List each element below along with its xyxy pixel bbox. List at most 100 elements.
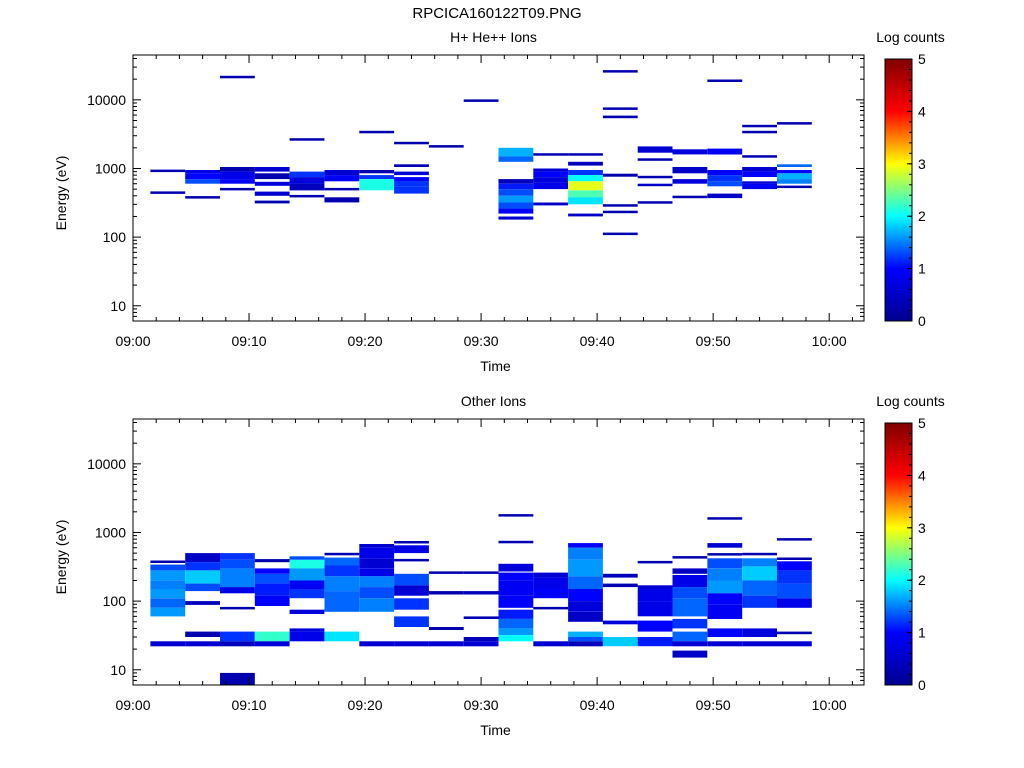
heatmap-cell bbox=[220, 559, 255, 569]
heatmap-cell bbox=[637, 146, 673, 153]
heatmap-cell bbox=[498, 609, 534, 619]
heatmap-cell bbox=[359, 175, 395, 180]
heatmap-cell bbox=[672, 167, 708, 174]
heatmap-cell bbox=[185, 631, 220, 637]
heatmap-cell bbox=[428, 145, 464, 148]
heatmap-cell bbox=[289, 183, 325, 191]
heatmap-cell bbox=[150, 598, 186, 608]
heatmap-cell bbox=[742, 595, 777, 608]
heatmap-cell bbox=[742, 167, 777, 172]
heatmap-cell bbox=[498, 189, 534, 196]
heatmap-cell bbox=[777, 557, 812, 560]
heatmap-cell bbox=[394, 573, 429, 586]
heatmap-cell bbox=[568, 637, 603, 642]
heatmap-cell bbox=[602, 107, 638, 110]
heatmap-cell bbox=[742, 171, 777, 177]
panel-title: H+ He++ Ions bbox=[450, 29, 537, 45]
heatmap-cell bbox=[707, 628, 743, 637]
heatmap-cell bbox=[637, 585, 673, 589]
colorbar-tick-label: 2 bbox=[918, 208, 926, 224]
x-tick-label: 09:30 bbox=[464, 697, 499, 713]
heatmap-cell bbox=[359, 544, 395, 548]
heatmap-cell bbox=[637, 637, 673, 647]
heatmap-cell bbox=[289, 559, 325, 569]
heatmap-cell bbox=[150, 564, 186, 571]
x-tick-label: 09:00 bbox=[115, 697, 150, 713]
heatmap-cell bbox=[359, 576, 395, 588]
heatmap-cell bbox=[637, 183, 673, 187]
heatmap-cell bbox=[533, 153, 569, 156]
heatmap-cell bbox=[498, 195, 534, 203]
heatmap-cell bbox=[185, 601, 220, 605]
x-tick-label: 10:00 bbox=[812, 697, 847, 713]
heatmap-cell bbox=[602, 70, 638, 73]
heatmap-cell bbox=[742, 552, 777, 556]
heatmap-cell bbox=[568, 641, 603, 647]
heatmap-cell bbox=[220, 171, 255, 180]
colorbar-label: Log counts bbox=[876, 393, 945, 409]
heatmap-cell bbox=[777, 185, 812, 189]
heatmap-cell bbox=[254, 181, 290, 186]
heatmap-cell bbox=[324, 187, 360, 191]
heatmap-cell bbox=[428, 591, 464, 595]
heatmap-cell bbox=[254, 559, 290, 563]
heatmap-cell bbox=[463, 591, 499, 595]
heatmap-cell bbox=[672, 641, 708, 647]
heatmap-cell bbox=[707, 175, 743, 182]
heatmap-cell bbox=[498, 147, 534, 157]
heatmap-cell bbox=[394, 141, 429, 145]
heatmap-cell bbox=[359, 179, 395, 191]
heatmap-cell bbox=[637, 560, 673, 564]
heatmap-cell bbox=[602, 210, 638, 214]
heatmap-cell bbox=[394, 616, 429, 627]
heatmap-cell bbox=[498, 595, 534, 608]
heatmap-cell bbox=[777, 561, 812, 571]
heatmap-cell bbox=[568, 161, 603, 166]
heatmap-cell bbox=[150, 589, 186, 599]
heatmap-cell bbox=[498, 208, 534, 214]
heatmap-cell bbox=[359, 568, 395, 577]
heatmap-cell bbox=[672, 556, 708, 559]
heatmap-cell bbox=[185, 196, 220, 199]
heatmap-cell bbox=[289, 568, 325, 581]
heatmap-cell bbox=[707, 181, 743, 187]
colorbar-tick-label: 1 bbox=[918, 261, 926, 277]
heatmap-cell bbox=[394, 585, 429, 596]
colorbar-tick-label: 2 bbox=[918, 572, 926, 588]
heatmap-cell bbox=[498, 618, 534, 629]
heatmap-cell bbox=[707, 604, 743, 619]
heatmap-cell bbox=[777, 173, 812, 180]
heatmap-cell bbox=[742, 628, 777, 637]
y-tick-label: 1000 bbox=[95, 524, 126, 540]
figure-title: RPCICA160122T09.PNG bbox=[412, 5, 581, 22]
heatmap-cell bbox=[289, 171, 325, 177]
colorbar-tick-label: 5 bbox=[918, 51, 926, 67]
colorbar bbox=[884, 422, 913, 686]
colorbar-tick-label: 3 bbox=[918, 156, 926, 172]
heatmap-cell bbox=[568, 181, 603, 191]
heatmap-cell bbox=[742, 183, 777, 190]
heatmap-cell bbox=[707, 193, 743, 199]
heatmap-cell bbox=[463, 571, 499, 574]
x-tick-label: 09:40 bbox=[580, 697, 615, 713]
heatmap-cell bbox=[359, 587, 395, 599]
heatmap-cell bbox=[394, 558, 429, 562]
panel-1: H+ He++ Ions 09:00 09:10 09:20 09:30 09:40 09:… bbox=[53, 29, 945, 374]
x-tick-label: 09:30 bbox=[464, 333, 499, 349]
heatmap-cell bbox=[672, 618, 708, 629]
heatmap-cell bbox=[289, 631, 325, 642]
heatmap-cell bbox=[463, 616, 499, 619]
heatmap-cell bbox=[672, 575, 708, 588]
heatmap-cell bbox=[568, 175, 603, 182]
heatmap-cell bbox=[707, 170, 743, 176]
heatmap-cell bbox=[498, 514, 534, 517]
heatmap-cell bbox=[672, 598, 708, 617]
x-tick-label: 09:10 bbox=[232, 333, 267, 349]
heatmap-cell bbox=[324, 576, 360, 592]
heatmap-cell bbox=[150, 169, 186, 173]
x-tick-label: 09:20 bbox=[348, 697, 383, 713]
heatmap-cell bbox=[498, 202, 534, 209]
heatmap-cell bbox=[220, 631, 255, 642]
heatmap-cell bbox=[533, 577, 569, 589]
